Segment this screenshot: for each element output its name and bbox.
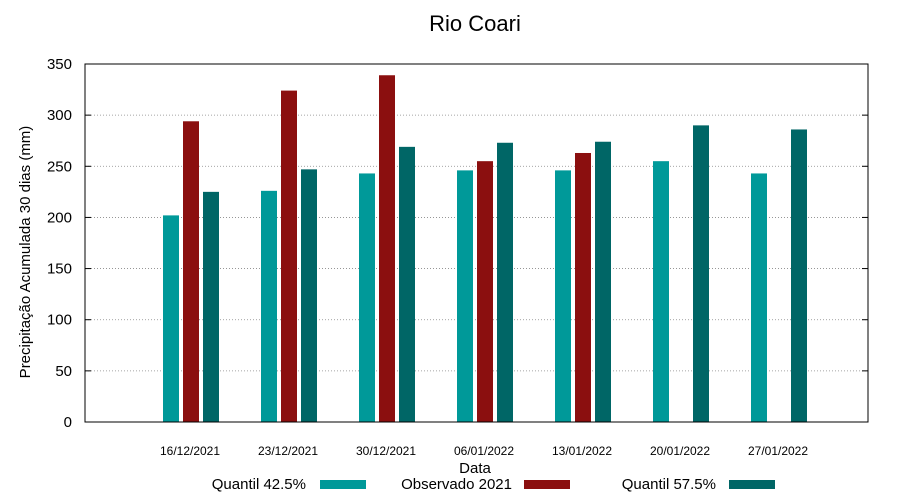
y-tick-label: 350	[47, 56, 72, 73]
bar	[163, 215, 179, 422]
y-axis-ticks: 0 50 100 150 200 250 300 350	[47, 56, 868, 431]
bars	[163, 75, 807, 423]
bar	[281, 90, 297, 422]
legend-label: Quantil 42.5%	[212, 476, 306, 493]
chart-title: Rio Coari	[429, 11, 521, 36]
bar	[595, 141, 611, 423]
bar	[653, 161, 669, 422]
y-tick-label: 100	[47, 312, 72, 329]
bar	[183, 121, 199, 422]
x-axis-ticks: 16/12/2021 23/12/2021 30/12/2021 06/01/2022…	[160, 444, 808, 458]
bar	[497, 142, 513, 422]
y-tick-label: 200	[47, 209, 72, 226]
legend-label: Observado 2021	[401, 476, 512, 493]
bar	[457, 170, 473, 422]
x-tick-label: 30/12/2021	[356, 444, 416, 458]
legend-label: Quantil 57.5%	[622, 476, 716, 493]
x-axis-label: Data	[459, 460, 491, 477]
y-axis-label: Precipitação Acumulada 30 dias (mm)	[17, 126, 34, 379]
y-tick-label: 0	[64, 414, 72, 431]
x-tick-label: 13/01/2022	[552, 444, 612, 458]
y-tick-label: 150	[47, 261, 72, 278]
x-tick-label: 20/01/2022	[650, 444, 710, 458]
legend-swatch	[524, 480, 570, 489]
bar	[301, 169, 317, 422]
legend: Quantil 42.5% Observado 2021 Quantil 57.5%	[212, 476, 775, 493]
y-tick-label: 300	[47, 107, 72, 124]
bar	[575, 152, 591, 422]
bar	[379, 75, 395, 422]
bar	[791, 129, 807, 422]
bar	[555, 170, 571, 422]
x-tick-label: 16/12/2021	[160, 444, 220, 458]
legend-swatch	[729, 480, 775, 489]
bar	[261, 190, 277, 422]
bar	[693, 125, 709, 422]
bar	[751, 173, 767, 422]
y-tick-label: 50	[55, 363, 72, 380]
bar	[203, 191, 219, 422]
grid	[85, 114, 868, 372]
y-tick-label: 250	[47, 158, 72, 175]
legend-swatch	[320, 480, 366, 489]
x-tick-label: 06/01/2022	[454, 444, 514, 458]
bar	[399, 146, 415, 422]
bar	[359, 173, 375, 422]
bar	[477, 161, 493, 422]
x-tick-label: 27/01/2022	[748, 444, 808, 458]
x-tick-label: 23/12/2021	[258, 444, 318, 458]
plot-frame	[84, 63, 869, 423]
